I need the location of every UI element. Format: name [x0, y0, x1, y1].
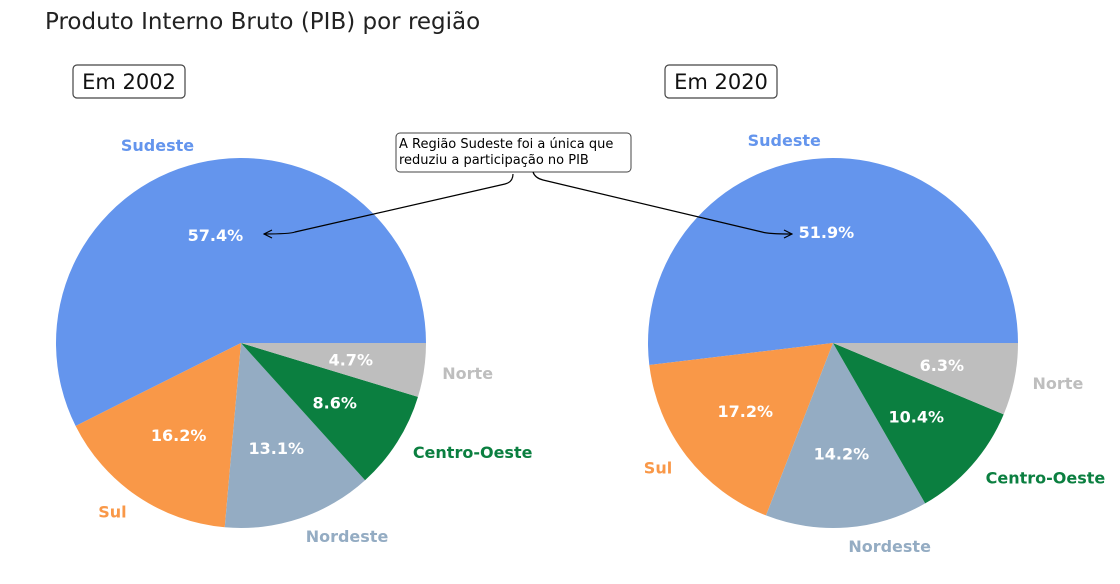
annotation-line-1: A Região Sudeste foi a única que	[399, 137, 613, 152]
pie-region-label-norte: Norte	[442, 364, 493, 383]
pie-pct-label-sul: 16.2%	[151, 426, 207, 445]
pie-pct-label-sul: 17.2%	[718, 402, 774, 421]
subtitle-2002: Em 2002	[82, 70, 176, 94]
pie-pct-label-sudeste: 57.4%	[188, 226, 244, 245]
subtitle-box-2002	[72, 64, 186, 99]
pie-region-label-sul: Sul	[98, 502, 126, 521]
pie-slice-nordeste	[765, 343, 926, 528]
pie-region-label-centro-oeste: Centro-Oeste	[986, 469, 1106, 488]
pie-slice-centro-oeste	[241, 343, 418, 481]
pie-slice-norte	[241, 343, 426, 397]
pie-region-label-sudeste: Sudeste	[748, 131, 821, 150]
pie-pct-label-nordeste: 13.1%	[249, 439, 305, 458]
pie-slice-sul	[75, 343, 241, 528]
pie-region-label-norte: Norte	[1033, 374, 1084, 393]
pie-2020: 51.9% Sudeste 17.2% Sul 14.2% Nordeste 10.4% Ce…	[644, 131, 1106, 556]
pie-pct-label-sudeste: 51.9%	[799, 223, 855, 242]
annotation-box	[395, 132, 632, 173]
pie-slice-sudeste	[55, 157, 426, 426]
pie-pct-label-norte: 6.3%	[920, 356, 964, 375]
pie-2002: 57.4% Sudeste 16.2% Sul 13.1% Nordeste 8.6% Cen…	[55, 136, 533, 546]
pie-pct-label-centro-oeste: 10.4%	[889, 407, 945, 426]
pie-slice-sudeste	[648, 157, 1018, 366]
pie-slice-nordeste	[224, 343, 366, 528]
pie-region-label-nordeste: Nordeste	[848, 537, 931, 556]
pie-pct-label-nordeste: 14.2%	[814, 445, 870, 464]
pie-slice-norte	[833, 343, 1018, 415]
pie-region-label-sudeste: Sudeste	[121, 136, 194, 155]
pie-region-label-sul: Sul	[644, 459, 672, 478]
annotation-arrow-2020	[532, 171, 792, 234]
pie-pct-label-norte: 4.7%	[329, 350, 373, 369]
annotation-arrow-2002	[264, 173, 514, 234]
pie-slice-centro-oeste	[833, 343, 1004, 504]
subtitle-box-2020	[664, 64, 778, 99]
pie-region-label-centro-oeste: Centro-Oeste	[413, 443, 533, 462]
annotation-line-2: reduziu a participação no PIB	[399, 153, 589, 168]
chart-title: Produto Interno Bruto (PIB) por região	[45, 9, 480, 35]
pie-slice-sul	[649, 343, 833, 516]
pie-pct-label-centro-oeste: 8.6%	[313, 393, 357, 412]
subtitle-2020: Em 2020	[674, 70, 768, 94]
pie-region-label-nordeste: Nordeste	[306, 527, 389, 546]
